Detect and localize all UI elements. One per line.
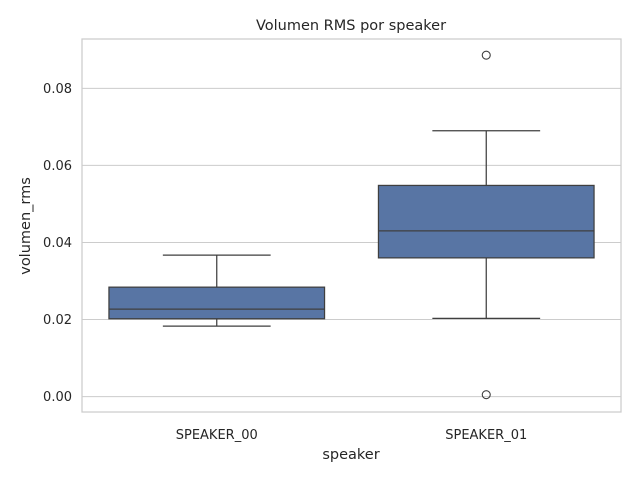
- chart-title: Volumen RMS por speaker: [256, 18, 446, 34]
- iqr-box: [377, 184, 595, 259]
- boxes: [108, 50, 595, 400]
- box-speaker-00: [108, 254, 326, 327]
- y-tick-label: 0.04: [43, 236, 72, 251]
- y-tick-label: 0.02: [43, 313, 72, 328]
- x-axis-label: speaker: [322, 447, 379, 463]
- x-tick-label: SPEAKER_01: [445, 428, 527, 443]
- outlier-point: [481, 390, 491, 400]
- outlier-point: [481, 50, 491, 60]
- y-tick-label: 0.06: [43, 159, 72, 174]
- box-speaker-01: [377, 50, 595, 400]
- y-tick-labels: 0.00 0.02 0.04 0.06 0.08: [43, 82, 72, 405]
- grid-lines: [82, 87, 621, 398]
- x-tick-labels: SPEAKER_00 SPEAKER_01: [176, 428, 528, 443]
- y-tick-label: 0.00: [43, 390, 72, 405]
- y-tick-label: 0.08: [43, 82, 72, 97]
- x-tick-label: SPEAKER_00: [176, 428, 258, 443]
- y-axis-label: volumen_rms: [18, 177, 34, 275]
- iqr-box: [108, 286, 326, 320]
- plot-frame: [81, 38, 622, 413]
